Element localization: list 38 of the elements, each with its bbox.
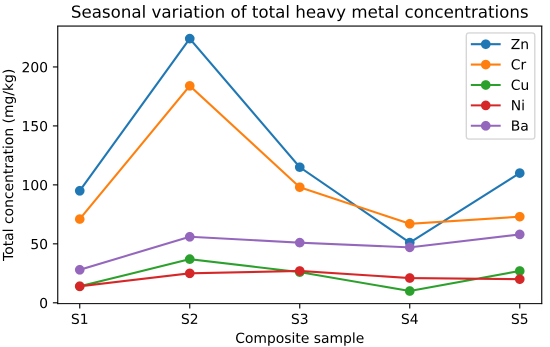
- point: [74, 214, 85, 224]
- x-axis-title: Composite sample: [236, 332, 364, 346]
- x-tick-label: S3: [292, 314, 308, 324]
- legend-label: Ba: [512, 120, 528, 131]
- point: [514, 266, 525, 276]
- legend-label: Zn: [511, 38, 528, 50]
- legend-label: Cu: [512, 80, 528, 90]
- x-tick-label: S1: [72, 314, 88, 324]
- point: [184, 268, 195, 278]
- x-tick-label: S5: [512, 314, 528, 324]
- legend-label: Ni: [512, 100, 524, 110]
- point: [184, 254, 195, 264]
- y-tick-label: 0: [40, 298, 48, 308]
- chart-title: Seasonal variation of total heavy metal concentrations: [72, 5, 528, 22]
- x-tick-label: S2: [182, 314, 198, 324]
- legend-label: Cr: [512, 59, 526, 70]
- point: [74, 264, 85, 275]
- point: [404, 286, 415, 296]
- y-tick-label: 200: [22, 62, 48, 72]
- point: [514, 274, 525, 284]
- point: [514, 230, 525, 240]
- point: [184, 34, 195, 44]
- y-tick-label: 50: [31, 238, 48, 250]
- point: [184, 80, 195, 91]
- point: [404, 242, 415, 252]
- y-tick-label: 150: [23, 120, 48, 132]
- point: [404, 218, 415, 229]
- point: [514, 212, 525, 222]
- point: [294, 238, 305, 248]
- point: [294, 162, 305, 172]
- point: [514, 168, 525, 178]
- point: [74, 186, 85, 196]
- point: [294, 182, 305, 192]
- point: [404, 273, 415, 283]
- point: [184, 232, 195, 242]
- y-tick-label: 100: [23, 180, 48, 190]
- x-tick-label: S4: [402, 314, 418, 324]
- y-axis-title: Total concentration (mg/kg): [2, 70, 16, 261]
